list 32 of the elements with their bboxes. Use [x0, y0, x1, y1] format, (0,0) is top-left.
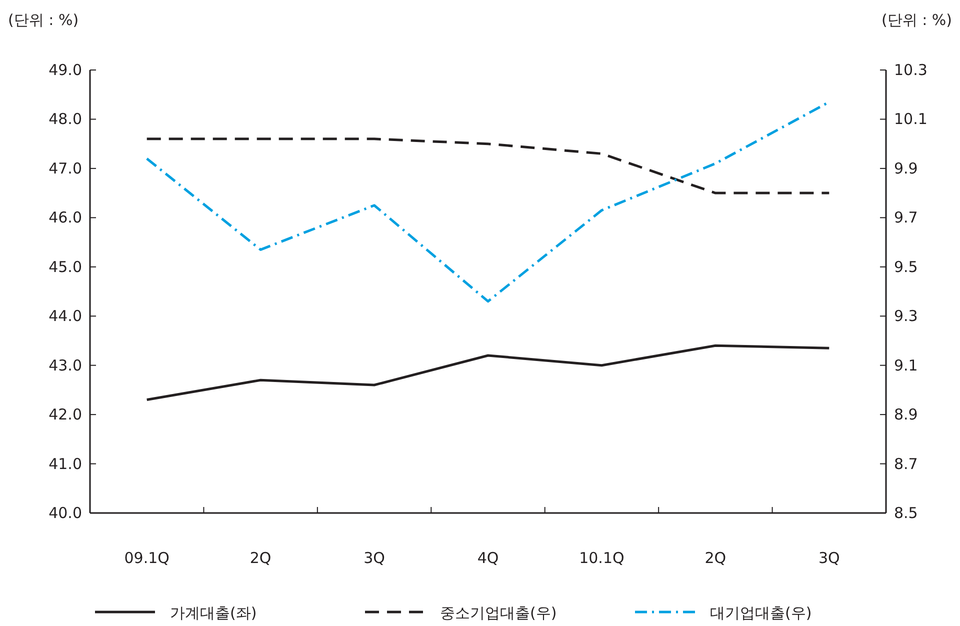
y-tick-label: 45.0: [48, 258, 82, 276]
y2-tick-label: 10.1: [894, 110, 928, 128]
y2-tick-label: 10.3: [894, 61, 928, 79]
y2-tick-label: 9.7: [894, 208, 918, 227]
x-tick-label: 3Q: [818, 549, 840, 567]
y2-tick-label: 9.1: [894, 356, 918, 374]
y-tick-label: 47.0: [48, 159, 82, 178]
y-tick-label: 43.0: [48, 356, 82, 374]
legend-label: 대기업대출(우): [710, 604, 812, 622]
x-tick-label: 3Q: [364, 549, 385, 567]
y-tick-label: 49.0: [48, 61, 82, 79]
y-tick-label: 44.0: [48, 307, 82, 326]
y2-tick-label: 8.9: [894, 406, 918, 424]
legend-label: 중소기업대출(우): [440, 604, 557, 622]
y2-tick-label: 9.5: [894, 258, 918, 276]
y2-tick-label: 8.5: [894, 504, 918, 522]
y-tick-label: 42.0: [48, 406, 82, 424]
y2-tick-label: 9.9: [894, 159, 918, 178]
y-tick-label: 46.0: [48, 208, 82, 227]
y2-tick-label: 8.7: [894, 454, 918, 473]
x-tick-label: 10.1Q: [579, 549, 624, 567]
x-tick-label: 2Q: [704, 549, 726, 567]
x-tick-label: 2Q: [250, 549, 272, 567]
y-tick-label: 41.0: [48, 454, 82, 473]
y2-axis-title: (단위 : %): [881, 11, 952, 29]
legend-label: 가계대출(좌): [170, 604, 257, 622]
y-axis-title: (단위 : %): [8, 11, 79, 29]
x-tick-label: 09.1Q: [124, 549, 170, 567]
y-tick-label: 40.0: [48, 504, 82, 522]
x-tick-label: 4Q: [477, 549, 499, 567]
y2-tick-label: 9.3: [894, 307, 918, 326]
y-tick-label: 48.0: [48, 110, 82, 128]
